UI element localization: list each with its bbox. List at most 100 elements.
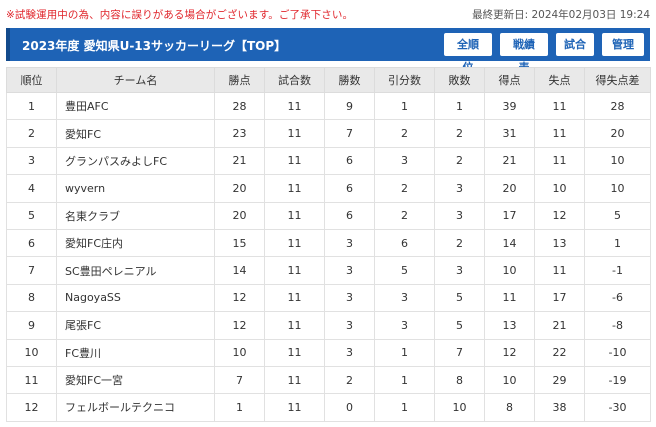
standings-table: 順位 チーム名 勝点 試合数 勝数 引分数 敗数 得点 失点 得失点差 1 豊田A… bbox=[6, 67, 651, 422]
cell-rank: 9 bbox=[6, 311, 57, 340]
cell-rank: 1 bbox=[6, 91, 57, 121]
cell-points: 20 bbox=[214, 201, 265, 230]
cell-team: SC豊田ペレニアル bbox=[56, 256, 215, 285]
cell-goal-diff: -10 bbox=[584, 338, 651, 367]
cell-goals-against: 11 bbox=[534, 119, 585, 148]
cell-team: 愛知FC bbox=[56, 119, 215, 148]
cell-rank: 5 bbox=[6, 201, 57, 230]
last-updated: 最終更新日: 2024年02月03日 19:24 bbox=[472, 9, 650, 21]
cell-draws: 2 bbox=[374, 174, 435, 203]
cell-draws: 1 bbox=[374, 393, 435, 422]
cell-wins: 9 bbox=[324, 91, 375, 121]
cell-goals-against: 29 bbox=[534, 365, 585, 395]
cell-wins: 0 bbox=[324, 393, 375, 422]
cell-goals-for: 10 bbox=[484, 256, 535, 285]
cell-goals-for: 17 bbox=[484, 201, 535, 230]
cell-played: 11 bbox=[264, 283, 325, 313]
table-header-row: 順位 チーム名 勝点 試合数 勝数 引分数 敗数 得点 失点 得失点差 bbox=[6, 67, 651, 93]
cell-goal-diff: 10 bbox=[584, 174, 651, 203]
cell-rank: 8 bbox=[6, 283, 57, 313]
cell-team: 名東クラブ bbox=[56, 201, 215, 230]
cell-losses: 2 bbox=[434, 146, 485, 176]
cell-goals-against: 13 bbox=[534, 228, 585, 258]
cell-points: 28 bbox=[214, 91, 265, 121]
cell-losses: 1 bbox=[434, 91, 485, 121]
cell-wins: 3 bbox=[324, 338, 375, 367]
table-row: 7 SC豊田ペレニアル 14 11 3 5 3 10 11 -1 bbox=[6, 256, 651, 285]
results-table-button[interactable]: 戦績表 bbox=[500, 33, 548, 74]
cell-points: 1 bbox=[214, 393, 265, 422]
cell-team: NagoyaSS bbox=[56, 283, 215, 313]
cell-draws: 1 bbox=[374, 365, 435, 395]
cell-team: 愛知FC庄内 bbox=[56, 228, 215, 258]
cell-goal-diff: -30 bbox=[584, 393, 651, 422]
cell-points: 7 bbox=[214, 365, 265, 395]
cell-losses: 7 bbox=[434, 338, 485, 367]
table-row: 3 グランパスみよしFC 21 11 6 3 2 21 11 10 bbox=[6, 146, 651, 176]
cell-draws: 3 bbox=[374, 146, 435, 176]
table-row: 4 wyvern 20 11 6 2 3 20 10 10 bbox=[6, 174, 651, 203]
matches-button[interactable]: 試合 bbox=[556, 33, 594, 56]
cell-played: 11 bbox=[264, 393, 325, 422]
cell-losses: 3 bbox=[434, 201, 485, 230]
cell-goal-diff: -19 bbox=[584, 365, 651, 395]
standings-body: 1 豊田AFC 28 11 9 1 1 39 11 28 2 愛知FC 23 11 7 2 2 31 11 20 3 グラ… bbox=[6, 91, 651, 422]
cell-goal-diff: 20 bbox=[584, 119, 651, 148]
col-header-wins: 勝数 bbox=[324, 67, 375, 93]
cell-team: グランパスみよしFC bbox=[56, 146, 215, 176]
cell-points: 12 bbox=[214, 283, 265, 313]
cell-team: 豊田AFC bbox=[56, 91, 215, 121]
cell-goals-for: 14 bbox=[484, 228, 535, 258]
cell-played: 11 bbox=[264, 174, 325, 203]
cell-rank: 7 bbox=[6, 256, 57, 285]
cell-goals-for: 11 bbox=[484, 283, 535, 313]
cell-points: 21 bbox=[214, 146, 265, 176]
cell-points: 12 bbox=[214, 311, 265, 340]
col-header-team: チーム名 bbox=[56, 67, 215, 93]
cell-wins: 3 bbox=[324, 283, 375, 313]
cell-team: フェルボールテクニコ bbox=[56, 393, 215, 422]
cell-played: 11 bbox=[264, 365, 325, 395]
cell-goals-for: 39 bbox=[484, 91, 535, 121]
col-header-points: 勝点 bbox=[214, 67, 265, 93]
cell-goals-against: 11 bbox=[534, 256, 585, 285]
admin-button[interactable]: 管理 bbox=[602, 33, 644, 56]
cell-rank: 2 bbox=[6, 119, 57, 148]
cell-goal-diff: 5 bbox=[584, 201, 651, 230]
cell-goal-diff: 1 bbox=[584, 228, 651, 258]
cell-losses: 2 bbox=[434, 119, 485, 148]
col-header-goals-for: 得点 bbox=[484, 67, 535, 93]
cell-wins: 7 bbox=[324, 119, 375, 148]
table-row: 10 FC豊川 10 11 3 1 7 12 22 -10 bbox=[6, 338, 651, 367]
table-row: 5 名東クラブ 20 11 6 2 3 17 12 5 bbox=[6, 201, 651, 230]
cell-losses: 5 bbox=[434, 283, 485, 313]
cell-wins: 2 bbox=[324, 365, 375, 395]
league-title: 2023年度 愛知県U-13サッカーリーグ【TOP】 bbox=[22, 39, 287, 53]
table-row: 9 尾張FC 12 11 3 3 5 13 21 -8 bbox=[6, 311, 651, 340]
cell-played: 11 bbox=[264, 91, 325, 121]
table-row: 11 愛知FC一宮 7 11 2 1 8 10 29 -19 bbox=[6, 365, 651, 395]
cell-team: 愛知FC一宮 bbox=[56, 365, 215, 395]
col-header-goals-against: 失点 bbox=[534, 67, 585, 93]
cell-goals-against: 11 bbox=[534, 91, 585, 121]
cell-wins: 3 bbox=[324, 311, 375, 340]
cell-wins: 6 bbox=[324, 201, 375, 230]
cell-draws: 2 bbox=[374, 201, 435, 230]
all-standings-button[interactable]: 全順位 bbox=[444, 33, 492, 74]
cell-losses: 3 bbox=[434, 174, 485, 203]
cell-losses: 2 bbox=[434, 228, 485, 258]
col-header-draws: 引分数 bbox=[374, 67, 435, 93]
cell-goals-against: 17 bbox=[534, 283, 585, 313]
cell-played: 11 bbox=[264, 201, 325, 230]
cell-wins: 3 bbox=[324, 256, 375, 285]
top-info-bar: ※試験運用中の為、内容に誤りがある場合がございます。ご了承下さい。 最終更新日:… bbox=[0, 0, 656, 26]
cell-played: 11 bbox=[264, 146, 325, 176]
cell-goals-against: 21 bbox=[534, 311, 585, 340]
col-header-goal-diff: 得失点差 bbox=[584, 67, 651, 93]
cell-losses: 8 bbox=[434, 365, 485, 395]
cell-rank: 3 bbox=[6, 146, 57, 176]
cell-team: FC豊川 bbox=[56, 338, 215, 367]
cell-rank: 11 bbox=[6, 365, 57, 395]
cell-goal-diff: -8 bbox=[584, 311, 651, 340]
cell-wins: 6 bbox=[324, 174, 375, 203]
